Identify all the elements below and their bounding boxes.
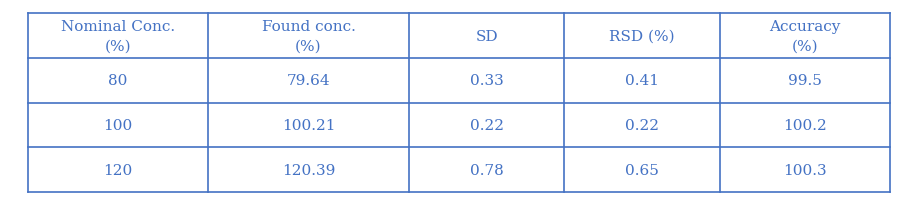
Text: (%): (%) bbox=[296, 39, 322, 53]
Text: 0.22: 0.22 bbox=[625, 118, 659, 132]
Text: 99.5: 99.5 bbox=[789, 74, 823, 88]
Text: 0.33: 0.33 bbox=[470, 74, 503, 88]
Text: 100: 100 bbox=[103, 118, 132, 132]
Text: Nominal Conc.: Nominal Conc. bbox=[61, 20, 175, 34]
Text: 100.21: 100.21 bbox=[282, 118, 335, 132]
Text: 0.22: 0.22 bbox=[470, 118, 504, 132]
Text: SD: SD bbox=[476, 29, 498, 43]
Text: 0.65: 0.65 bbox=[625, 163, 659, 177]
Text: RSD (%): RSD (%) bbox=[610, 29, 675, 43]
Text: 100.2: 100.2 bbox=[783, 118, 827, 132]
Text: Found conc.: Found conc. bbox=[262, 20, 355, 34]
Text: 79.64: 79.64 bbox=[286, 74, 330, 88]
Text: 0.41: 0.41 bbox=[625, 74, 659, 88]
Text: 100.3: 100.3 bbox=[783, 163, 827, 177]
Text: 120.39: 120.39 bbox=[282, 163, 335, 177]
Text: 80: 80 bbox=[108, 74, 128, 88]
Text: (%): (%) bbox=[792, 39, 819, 53]
Text: Accuracy: Accuracy bbox=[769, 20, 841, 34]
Text: (%): (%) bbox=[105, 39, 131, 53]
Text: 0.78: 0.78 bbox=[470, 163, 503, 177]
Text: 120: 120 bbox=[103, 163, 132, 177]
